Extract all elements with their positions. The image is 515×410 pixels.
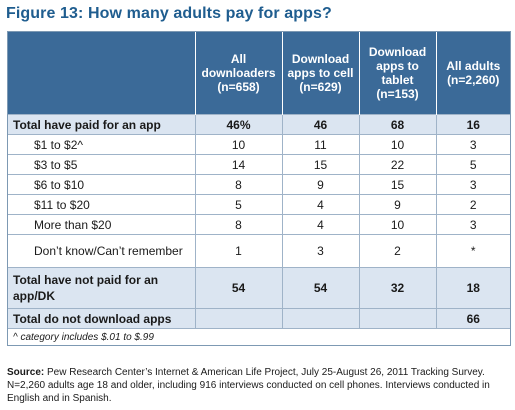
footnote-row: ^ category includes $.01 to $.99 [8, 328, 510, 345]
table-row: Total have not paid for an app/DK 54 54 … [8, 267, 510, 309]
cell-value: 32 [358, 267, 436, 309]
row-label: Don’t know/Can’t remember [8, 234, 195, 268]
cell-value: 8 [194, 174, 282, 195]
row-label: $3 to $5 [8, 154, 195, 175]
cell-value: 3 [435, 134, 510, 155]
cell-value: 54 [194, 267, 282, 309]
cell-value: 11 [281, 134, 359, 155]
data-table: All downloaders (n=658) Download apps to… [8, 32, 510, 345]
table-row: Don’t know/Can’t remember 1 3 2 * [8, 234, 510, 268]
cell-value: 3 [435, 174, 510, 195]
table-row: Total do not download apps 66 [8, 308, 510, 329]
table-row: $11 to $20 5 4 9 2 [8, 194, 510, 215]
cell-value: 54 [281, 267, 359, 309]
cell-value: 15 [358, 174, 436, 195]
figure-title: Figure 13: How many adults pay for apps? [6, 5, 332, 22]
cell-value: 22 [358, 154, 436, 175]
cell-value [194, 308, 282, 329]
header-blank [8, 32, 195, 115]
cell-value: 10 [358, 134, 436, 155]
cell-value: 10 [358, 214, 436, 235]
cell-value: 3 [281, 234, 359, 268]
table-row: Total have paid for an app 46% 46 68 16 [8, 114, 510, 135]
cell-value: 14 [194, 154, 282, 175]
table-row: $1 to $2^ 10 11 10 3 [8, 134, 510, 155]
table-footnote: ^ category includes $.01 to $.99 [8, 328, 510, 345]
cell-value: 18 [435, 267, 510, 309]
cell-value: 66 [435, 308, 510, 329]
cell-value: 9 [281, 174, 359, 195]
cell-value: 46 [281, 114, 359, 135]
table-row: $3 to $5 14 15 22 5 [8, 154, 510, 175]
row-label: $11 to $20 [8, 194, 195, 215]
table-header-row: All downloaders (n=658) Download apps to… [8, 32, 510, 115]
cell-value: 4 [281, 194, 359, 215]
cell-value: 2 [435, 194, 510, 215]
table-row: $6 to $10 8 9 15 3 [8, 174, 510, 195]
cell-value: 16 [435, 114, 510, 135]
header-all-adults: All adults (n=2,260) [435, 32, 510, 115]
data-table-container: All downloaders (n=658) Download apps to… [7, 31, 511, 346]
cell-value: * [435, 234, 510, 268]
cell-value: 68 [358, 114, 436, 135]
cell-value: 10 [194, 134, 282, 155]
row-label: Total do not download apps [8, 308, 195, 329]
cell-value: 1 [194, 234, 282, 268]
cell-value: 5 [194, 194, 282, 215]
table-row: More than $20 8 4 10 3 [8, 214, 510, 235]
cell-value: 46% [194, 114, 282, 135]
cell-value [281, 308, 359, 329]
cell-value [358, 308, 436, 329]
cell-value: 9 [358, 194, 436, 215]
row-label: $6 to $10 [8, 174, 195, 195]
cell-value: 15 [281, 154, 359, 175]
row-label: More than $20 [8, 214, 195, 235]
row-label: $1 to $2^ [8, 134, 195, 155]
cell-value: 5 [435, 154, 510, 175]
row-label: Total have paid for an app [8, 114, 195, 135]
header-all-downloaders: All downloaders (n=658) [194, 32, 282, 115]
row-label: Total have not paid for an app/DK [8, 267, 195, 309]
cell-value: 3 [435, 214, 510, 235]
source-text: Pew Research Center’s Internet & America… [7, 367, 490, 404]
header-download-tablet: Download apps to tablet (n=153) [358, 32, 436, 115]
source-note: Source: Pew Research Center’s Internet &… [7, 366, 509, 405]
header-download-cell: Download apps to cell (n=629) [281, 32, 359, 115]
source-label: Source: [7, 367, 45, 378]
cell-value: 4 [281, 214, 359, 235]
cell-value: 8 [194, 214, 282, 235]
cell-value: 2 [358, 234, 436, 268]
